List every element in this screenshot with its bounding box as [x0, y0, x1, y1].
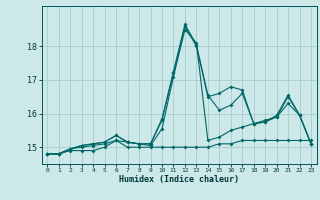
X-axis label: Humidex (Indice chaleur): Humidex (Indice chaleur): [119, 175, 239, 184]
